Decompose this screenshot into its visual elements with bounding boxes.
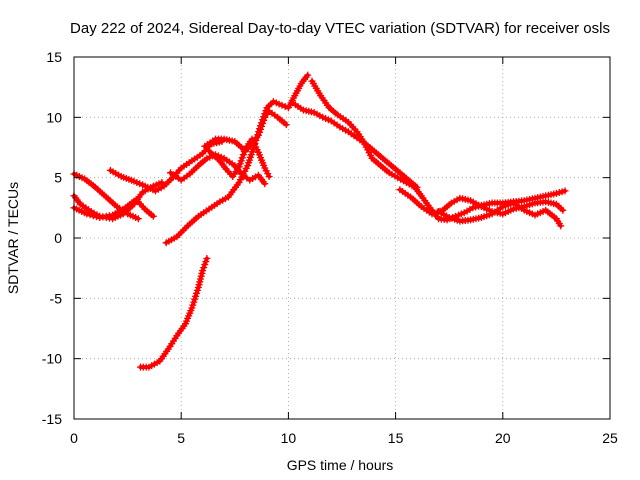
- y-tick-label: -10: [42, 351, 62, 367]
- series-markers: [396, 186, 567, 218]
- ticks: [73, 56, 611, 420]
- x-tick-label: 5: [177, 430, 185, 446]
- series-arc-9: [205, 135, 273, 180]
- series-arc-10: [289, 99, 421, 191]
- x-tick-label: 25: [602, 430, 618, 446]
- x-tick-label: 15: [388, 430, 404, 446]
- series-markers: [137, 255, 211, 371]
- series-arc-7: [137, 255, 211, 371]
- y-axis-label: SDTVAR / TECUs: [5, 182, 21, 294]
- chart-title: Day 222 of 2024, Sidereal Day-to-day VTE…: [70, 20, 610, 37]
- y-tick-label: 15: [46, 49, 62, 65]
- y-tick-label: 10: [46, 109, 62, 125]
- y-tick-label: -5: [50, 290, 63, 306]
- x-tick-label: 20: [495, 430, 511, 446]
- series-markers: [435, 199, 565, 230]
- tick-labels: 0 5 10 15 20 25 -15 -10 -5 0 5 10 15: [42, 49, 618, 446]
- series-arc-12: [396, 186, 567, 218]
- y-tick-label: 5: [54, 170, 62, 186]
- y-tick-label: -15: [42, 411, 62, 427]
- x-tick-label: 0: [70, 430, 78, 446]
- x-axis-label: GPS time / hours: [287, 457, 394, 473]
- series-arc-11: [308, 77, 569, 224]
- series-arc-13: [435, 199, 565, 230]
- x-tick-label: 10: [281, 430, 297, 446]
- series-group: [70, 71, 569, 371]
- series-markers: [289, 99, 421, 191]
- series-markers: [205, 135, 273, 180]
- y-tick-label: 0: [54, 230, 62, 246]
